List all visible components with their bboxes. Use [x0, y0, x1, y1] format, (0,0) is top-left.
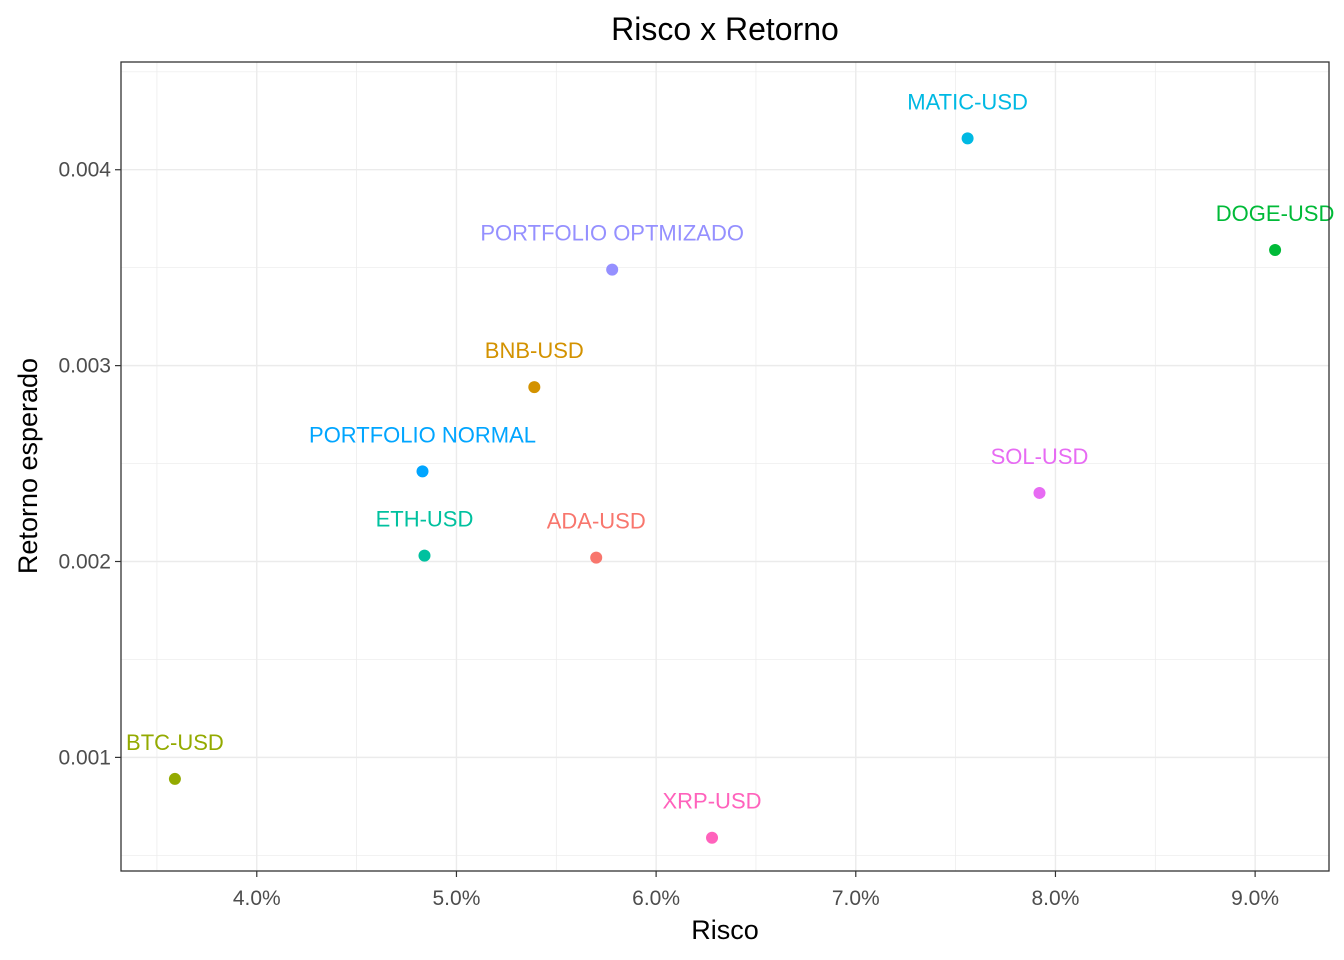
- data-points: [168, 132, 1282, 844]
- data-point: [168, 772, 181, 785]
- point-label: ADA-USD: [547, 509, 646, 534]
- data-point: [706, 831, 719, 844]
- data-point: [418, 549, 431, 562]
- y-axis: 0.001 0.002 0.003 0.004: [58, 159, 121, 769]
- y-tick-label: 0.001: [58, 746, 111, 769]
- data-point: [1033, 486, 1046, 499]
- data-point: [416, 465, 429, 478]
- y-tick-label: 0.004: [58, 159, 111, 182]
- point-label: BNB-USD: [485, 338, 584, 363]
- x-tick-label: 9.0%: [1231, 887, 1279, 910]
- point-labels: ADA-USD BNB-USD BTC-USD DOGE-USD ETH-USD MATI…: [126, 89, 1334, 813]
- x-tick-label: 6.0%: [632, 887, 680, 910]
- y-axis-title: Retorno esperado: [13, 358, 43, 574]
- point-label: PORTFOLIO OPTMIZADO: [480, 221, 744, 246]
- panel-border: [120, 61, 1330, 872]
- x-tick-label: 7.0%: [832, 887, 880, 910]
- y-tick-label: 0.002: [58, 551, 111, 574]
- point-label: DOGE-USD: [1216, 201, 1335, 226]
- chart-title: Risco x Retorno: [611, 11, 839, 47]
- point-label: ETH-USD: [376, 507, 474, 532]
- point-label: MATIC-USD: [907, 89, 1028, 114]
- y-tick-label: 0.003: [58, 355, 111, 378]
- data-point: [961, 132, 974, 145]
- point-label: SOL-USD: [991, 444, 1089, 469]
- x-tick-label: 8.0%: [1032, 887, 1080, 910]
- grid-lines: [121, 62, 1329, 871]
- x-tick-label: 5.0%: [433, 887, 481, 910]
- x-axis-title: Risco: [691, 915, 759, 945]
- data-point: [590, 551, 603, 564]
- data-point: [1269, 244, 1282, 257]
- data-point: [606, 263, 619, 276]
- point-label: PORTFOLIO NORMAL: [309, 422, 536, 447]
- x-axis: 4.0% 5.0% 6.0% 7.0% 8.0% 9.0%: [233, 871, 1279, 910]
- x-tick-label: 4.0%: [233, 887, 281, 910]
- data-point: [528, 381, 541, 394]
- point-label: XRP-USD: [663, 789, 762, 814]
- point-label: BTC-USD: [126, 730, 224, 755]
